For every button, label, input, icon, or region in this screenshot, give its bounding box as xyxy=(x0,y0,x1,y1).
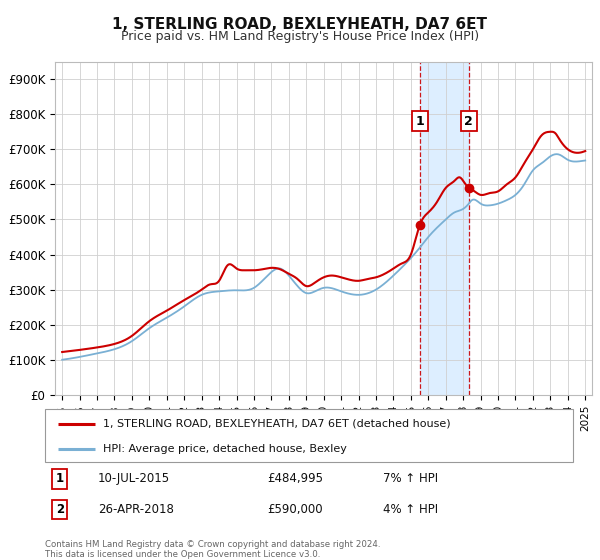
Text: 10-JUL-2015: 10-JUL-2015 xyxy=(98,472,170,486)
Text: 4% ↑ HPI: 4% ↑ HPI xyxy=(383,503,438,516)
Text: 26-APR-2018: 26-APR-2018 xyxy=(98,503,173,516)
Bar xyxy=(420,62,469,395)
FancyBboxPatch shape xyxy=(45,409,573,462)
Text: Price paid vs. HM Land Registry's House Price Index (HPI): Price paid vs. HM Land Registry's House … xyxy=(121,30,479,43)
Text: 1, STERLING ROAD, BEXLEYHEATH, DA7 6ET: 1, STERLING ROAD, BEXLEYHEATH, DA7 6ET xyxy=(113,17,487,32)
Text: £484,995: £484,995 xyxy=(267,472,323,486)
Text: 1: 1 xyxy=(56,472,64,486)
Text: Contains HM Land Registry data © Crown copyright and database right 2024.
This d: Contains HM Land Registry data © Crown c… xyxy=(45,540,380,559)
Text: 1, STERLING ROAD, BEXLEYHEATH, DA7 6ET (detached house): 1, STERLING ROAD, BEXLEYHEATH, DA7 6ET (… xyxy=(103,419,451,429)
Text: 2: 2 xyxy=(464,115,473,128)
Text: £590,000: £590,000 xyxy=(267,503,322,516)
Text: HPI: Average price, detached house, Bexley: HPI: Average price, detached house, Bexl… xyxy=(103,444,347,454)
Text: 7% ↑ HPI: 7% ↑ HPI xyxy=(383,472,438,486)
Text: 1: 1 xyxy=(416,115,424,128)
Text: 2: 2 xyxy=(56,503,64,516)
